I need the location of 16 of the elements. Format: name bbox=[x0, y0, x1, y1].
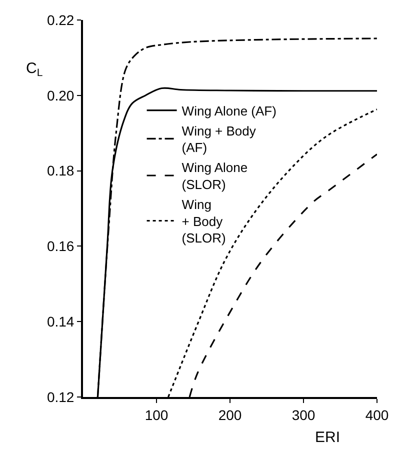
legend-label: Wing + Body (AF) bbox=[182, 123, 256, 156]
x-tick-label: 300 bbox=[292, 406, 316, 423]
y-tick-label: 0.16 bbox=[46, 238, 74, 254]
x-axis-title: ERI bbox=[315, 429, 340, 446]
x-tick-label: 200 bbox=[218, 406, 242, 423]
y-tick-label: 0.12 bbox=[46, 388, 74, 405]
y-tick-label: 0.22 bbox=[46, 12, 74, 28]
legend-label: Wing Alone (AF) bbox=[182, 103, 276, 118]
y-tick-label: 0.14 bbox=[46, 314, 74, 330]
y-tick-label: 0.20 bbox=[46, 87, 74, 104]
x-tick-label: 100 bbox=[144, 406, 168, 423]
legend-label: Wing + Body (SLOR) bbox=[182, 196, 226, 246]
y-tick-label: 0.18 bbox=[46, 162, 74, 179]
x-tick-label: 400 bbox=[365, 406, 389, 423]
legend-label: Wing Alone (SLOR) bbox=[182, 160, 248, 192]
y-axis-title: C$_{L}$ bbox=[26, 60, 43, 80]
